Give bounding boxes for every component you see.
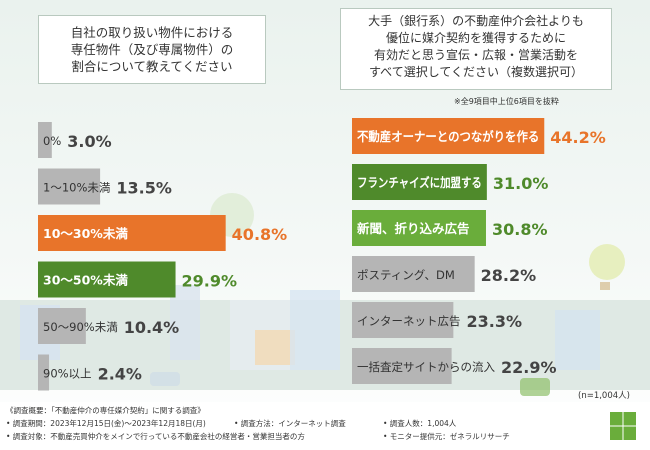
value-label: 10.4% — [124, 318, 180, 337]
balloon-basket — [600, 282, 610, 290]
category-label: 1〜10%未満 — [43, 181, 110, 195]
value-label: 22.9% — [501, 358, 557, 377]
footer-background — [0, 402, 650, 450]
category-label: 50〜90%未満 — [43, 320, 118, 334]
right-bar-chart: 不動産オーナーとのつながりを作る 44.2% フランチャイズに加盟する 31.0% 新聞… — [352, 118, 606, 384]
category-label: 30〜50%未満 — [43, 273, 128, 288]
category-label: 不動産オーナーとのつながりを作る — [357, 129, 539, 144]
bush-shape — [520, 378, 550, 396]
category-label: 一括査定サイトからの流入 — [357, 360, 495, 374]
value-label: 44.2% — [550, 128, 606, 147]
bar — [38, 308, 86, 344]
value-label: 13.5% — [116, 179, 172, 198]
bar — [38, 215, 226, 251]
bar — [38, 261, 176, 298]
bar — [352, 210, 486, 246]
value-label: 3.0% — [67, 132, 111, 151]
bar — [352, 348, 452, 384]
sample-size: (n=1,004人) — [578, 391, 630, 401]
survey-period: • 調査期間：2023年12月15日(金)〜2023年12月18日(月) — [6, 419, 206, 428]
question-left-text: 自社の取り扱い物件における 専任物件（及び専属物件）の 割合について教えてくださ… — [70, 25, 234, 74]
value-label: 28.2% — [481, 266, 537, 285]
bar — [38, 168, 101, 205]
survey-provider: • モニター提供元：ゼネラルリサーチ — [383, 432, 510, 441]
survey-overview: 《調査概要：「不動産仲介の専任媒介契約」に関する調査》 — [6, 406, 205, 415]
survey-method: • 調査方法：インターネット調査 — [234, 419, 346, 428]
city-background — [0, 193, 650, 450]
question-left-box: 自社の取り扱い物件における 専任物件（及び専属物件）の 割合について教えてくださ… — [38, 15, 266, 84]
left-bar-chart: 0% 3.0% 1〜10%未満 13.5% 10〜30%未満 40.8% 30〜50%未満 2… — [38, 122, 287, 391]
value-label: 2.4% — [98, 365, 142, 384]
value-label: 29.9% — [182, 272, 238, 291]
bar — [352, 118, 545, 154]
balloon-shape — [589, 244, 625, 280]
survey-count: • 調査人数：1,004人 — [383, 419, 457, 428]
question-right-box: 大手（銀行系）の不動産仲介会社よりも 優位に媒介契約を獲得するために 有効だと思… — [340, 8, 612, 90]
car-shape — [150, 372, 180, 386]
value-label: 30.8% — [492, 220, 548, 239]
house-shape — [255, 330, 295, 365]
question-right-text: 大手（銀行系）の不動産仲介会社よりも 優位に媒介契約を獲得するために 有効だと思… — [368, 14, 584, 79]
bar — [352, 256, 475, 292]
category-label: 新聞、折り込み広告 — [357, 221, 470, 236]
bar — [38, 122, 52, 158]
value-label: 40.8% — [232, 225, 288, 244]
selection-note: ※全9項目中上位6項目を抜粋 — [454, 97, 559, 106]
bar — [352, 164, 487, 200]
category-label: 90%以上 — [43, 367, 92, 381]
value-label: 31.0% — [493, 174, 549, 193]
building-shape — [555, 310, 600, 370]
category-label: 0% — [43, 134, 61, 148]
category-label: インターネット広告 — [357, 314, 461, 328]
category-label: ポスティング、DM — [357, 268, 455, 282]
survey-target: • 調査対象：不動産売買仲介をメインで行っている不動産会社の経営者・営業担当者の… — [6, 432, 305, 441]
category-label: 10〜30%未満 — [43, 226, 128, 241]
bar — [38, 354, 50, 391]
bar — [352, 302, 454, 338]
value-label: 23.3% — [467, 312, 523, 331]
building-shape — [290, 290, 340, 370]
category-label: フランチャイズに加盟する — [357, 175, 482, 190]
